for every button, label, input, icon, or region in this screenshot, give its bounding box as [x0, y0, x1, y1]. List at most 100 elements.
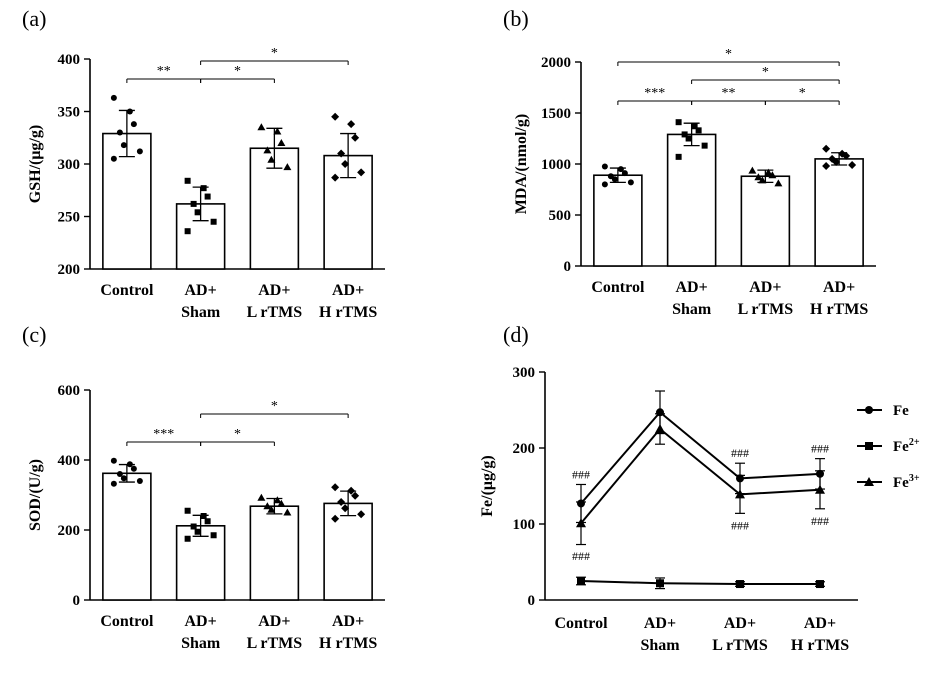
- category-label-1: Sham: [640, 637, 680, 654]
- category-label-3: AD+: [332, 282, 364, 299]
- data-point: [110, 94, 117, 101]
- panel-a-letter: (a): [22, 6, 46, 31]
- data-point: [210, 532, 217, 539]
- data-point: [331, 112, 340, 121]
- y-axis-label: GSH/(μg/g): [27, 125, 44, 203]
- data-point: [267, 155, 276, 163]
- category-label-2: L rTMS: [247, 635, 303, 652]
- series-line-2: [580, 427, 821, 524]
- category-label-1: AD+: [676, 279, 708, 296]
- y-tick-label: 200: [58, 523, 81, 539]
- y-tick-label: 200: [58, 262, 81, 278]
- data-point-2: [576, 518, 586, 528]
- category-label-1: AD+: [185, 613, 217, 630]
- category-label-3: H rTMS: [791, 637, 849, 654]
- bar: [323, 502, 373, 601]
- data-point: [273, 496, 282, 504]
- y-tick-label: 400: [58, 453, 81, 469]
- y-tick-label: 300: [513, 365, 536, 381]
- data-point: [277, 499, 286, 507]
- significance-label: *: [799, 86, 806, 101]
- gsh-bar-chart: 200 250 300 350 400 GSH/(μg/g) Control AD+ Sham A…: [27, 46, 385, 321]
- data-point: [768, 171, 777, 179]
- data-point: [136, 478, 143, 484]
- category-label-2: AD+: [258, 613, 290, 630]
- data-point-1: [816, 580, 824, 589]
- bar: [102, 472, 152, 601]
- data-point: [351, 133, 360, 142]
- sod-bar-chart: 0 200 400 600 SOD/(U/g) Control AD+ Sham AD+ L rT…: [27, 383, 385, 652]
- data-point: [283, 508, 292, 516]
- bar: [666, 133, 717, 267]
- data-point: [627, 179, 634, 186]
- legend-label: Fe2+: [893, 437, 920, 455]
- y-tick-label: 250: [58, 210, 81, 226]
- data-point: [184, 507, 191, 514]
- data-point: [210, 218, 217, 225]
- data-point: [120, 475, 127, 482]
- category-label-1: AD+: [185, 282, 217, 299]
- y-tick-label: 100: [513, 517, 536, 533]
- data-point: [842, 151, 851, 160]
- data-point: [190, 200, 197, 207]
- significance-hash: ###: [731, 446, 749, 460]
- data-point: [347, 486, 356, 495]
- significance-label: *: [762, 65, 769, 80]
- data-point: [267, 505, 276, 513]
- category-label-2: AD+: [724, 615, 756, 632]
- y-axis-label: MDA/(nmol/g): [513, 114, 530, 214]
- data-point: [263, 502, 272, 510]
- bar: [593, 174, 643, 267]
- data-point: [116, 129, 123, 136]
- panel-c-letter: (c): [22, 322, 46, 347]
- y-tick-label: 1000: [541, 157, 571, 173]
- data-point: [337, 498, 346, 506]
- legend-marker: [864, 477, 874, 486]
- data-point: [701, 142, 708, 149]
- data-point: [357, 510, 366, 519]
- data-point-1: [656, 579, 664, 588]
- significance-label: ***: [644, 86, 665, 101]
- significance-hash: ###: [811, 442, 829, 456]
- significance-label: *: [234, 427, 241, 442]
- significance-label: *: [271, 399, 278, 414]
- data-point-2: [815, 484, 825, 494]
- category-label-2: AD+: [258, 282, 290, 299]
- significance-label: *: [234, 64, 241, 79]
- data-point: [681, 131, 688, 138]
- data-point-2: [655, 424, 665, 433]
- bar: [249, 505, 300, 601]
- category-label-1: Sham: [181, 304, 221, 321]
- data-point: [341, 504, 350, 513]
- data-point: [764, 168, 773, 176]
- data-point: [110, 480, 117, 487]
- significance-hash: ###: [572, 467, 590, 481]
- data-point: [204, 193, 211, 200]
- significance-hash: ###: [572, 549, 590, 563]
- legend-label: Fe3+: [893, 473, 920, 491]
- data-point: [273, 127, 282, 135]
- category-label-0: Control: [591, 279, 645, 296]
- data-point: [263, 146, 272, 154]
- data-point: [110, 457, 117, 464]
- data-point: [341, 160, 350, 168]
- y-tick-label: 400: [58, 52, 81, 68]
- data-point: [331, 173, 340, 182]
- data-point: [822, 144, 831, 153]
- data-point: [277, 139, 286, 146]
- significance-hash: ###: [731, 518, 749, 532]
- data-point: [136, 148, 143, 155]
- data-point: [337, 149, 346, 158]
- data-point: [691, 123, 698, 130]
- iron-line-chart: 0 100 200 300 Fe/(μg/g) Control AD+ Sham AD+ L rT…: [479, 365, 920, 654]
- data-point: [351, 491, 360, 500]
- series-line-0: [580, 410, 821, 505]
- data-point-1: [577, 577, 585, 585]
- data-point-1: [736, 580, 744, 589]
- data-point: [184, 228, 191, 235]
- bar: [740, 175, 791, 267]
- y-tick-label: 600: [58, 383, 81, 399]
- data-point: [331, 483, 340, 492]
- category-label-3: H rTMS: [319, 304, 377, 321]
- data-point: [120, 142, 127, 149]
